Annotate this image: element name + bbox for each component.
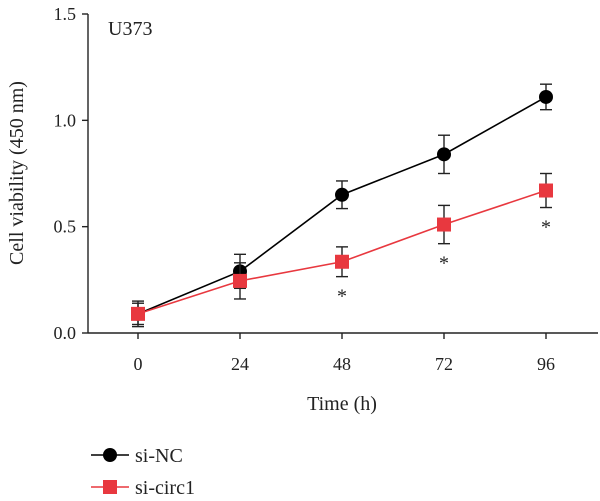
- x-tick-label: 96: [537, 354, 555, 374]
- legend-item: si-NC: [91, 445, 183, 467]
- data-point: [437, 147, 451, 162]
- axes: 0.0 0.5 1.0 1.5 0 24 48 72 96: [54, 4, 598, 374]
- data-point: [539, 89, 553, 104]
- significance-marker: *: [439, 253, 449, 275]
- data-point: [335, 254, 349, 269]
- panel-label: U373: [108, 18, 152, 40]
- y-tick-label: 0.0: [54, 323, 77, 343]
- significance-marker: *: [541, 217, 551, 239]
- series-si-circ1: * * *: [131, 172, 553, 326]
- legend: si-NC si-circ1: [91, 445, 195, 499]
- legend-marker: [103, 448, 117, 462]
- data-point: [539, 183, 553, 198]
- legend-item: si-circ1: [91, 477, 195, 499]
- series-layer: * * *: [131, 83, 553, 328]
- x-tick-label: 0: [134, 354, 143, 374]
- legend-label: si-NC: [135, 445, 183, 467]
- y-tick-label: 1.5: [54, 4, 77, 24]
- x-tick-label: 72: [435, 354, 453, 374]
- x-axis-title: Time (h): [307, 393, 377, 415]
- legend-label: si-circ1: [135, 477, 195, 499]
- y-tick-label: 0.5: [54, 217, 77, 237]
- significance-marker: *: [337, 286, 347, 308]
- x-tick-label: 24: [231, 354, 249, 374]
- data-point: [437, 217, 451, 232]
- legend-marker: [103, 480, 117, 494]
- x-tick-label: 48: [333, 354, 351, 374]
- y-tick-label: 1.0: [54, 110, 77, 130]
- data-point: [335, 187, 349, 202]
- y-axis-title: Cell viability (450 nm): [6, 81, 28, 265]
- data-point: [233, 273, 247, 288]
- data-point: [131, 306, 145, 321]
